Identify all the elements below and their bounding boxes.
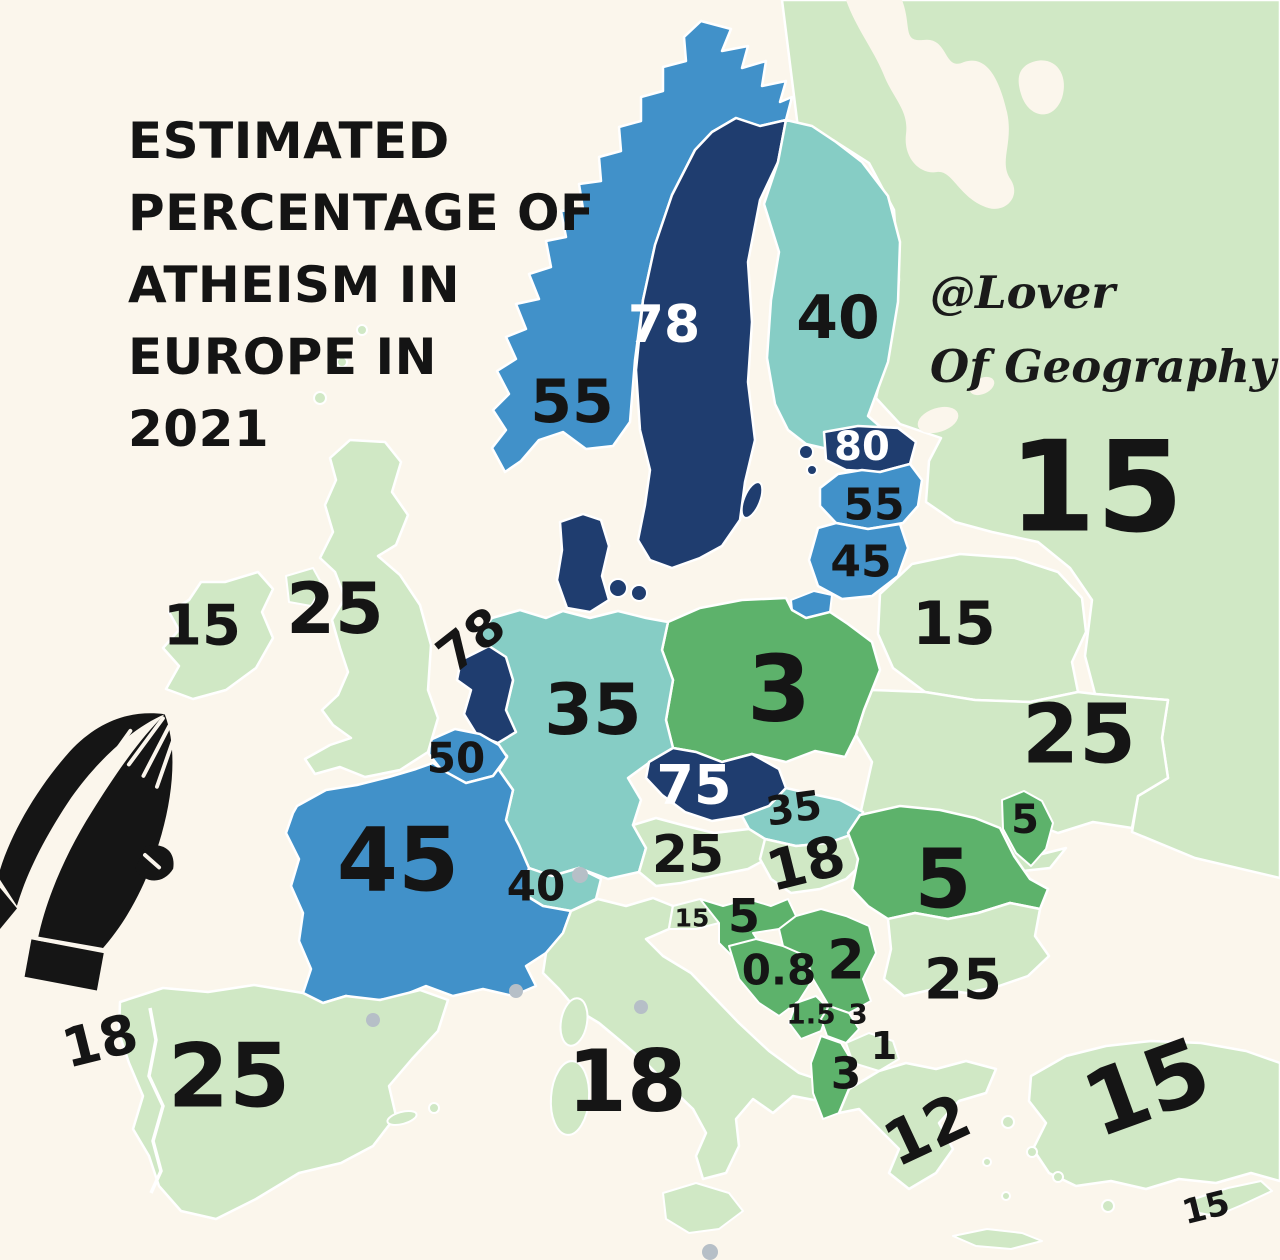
credit-line-2: Of Geography bbox=[930, 340, 1279, 393]
island-aegean-5 bbox=[1001, 1191, 1011, 1201]
region-northern-ireland bbox=[285, 567, 324, 607]
country-bosnia bbox=[728, 938, 814, 1017]
label-ireland: 15 bbox=[163, 594, 241, 659]
label-spain: 25 bbox=[168, 1025, 290, 1128]
label-italy: 18 bbox=[567, 1032, 687, 1132]
label-montenegro: 1.5 bbox=[786, 998, 836, 1031]
title-line-3: ATHEISM IN bbox=[128, 256, 460, 314]
island-aegean-2 bbox=[1026, 1146, 1038, 1158]
title-line-1: ESTIMATED bbox=[128, 112, 450, 170]
border-portugal bbox=[147, 1007, 165, 1194]
label-latvia: 55 bbox=[843, 480, 904, 531]
credit-line-1: @Lover bbox=[930, 266, 1118, 319]
island-rhodes bbox=[1101, 1199, 1115, 1213]
country-moldova bbox=[1001, 790, 1054, 867]
label-north-macedonia: 1 bbox=[871, 1024, 897, 1068]
country-montenegro bbox=[788, 995, 830, 1040]
country-italy bbox=[541, 896, 825, 1181]
island-shetland-1 bbox=[336, 356, 348, 368]
label-bosnia: 0.8 bbox=[742, 946, 816, 995]
label-switzerland: 40 bbox=[507, 862, 565, 911]
island-funen bbox=[630, 584, 648, 602]
island-shetland-2 bbox=[356, 324, 368, 336]
island-crete bbox=[952, 1228, 1043, 1250]
lake-onega bbox=[969, 376, 995, 396]
country-cyprus bbox=[1193, 1180, 1273, 1217]
label-poland: 3 bbox=[747, 636, 811, 743]
label-norway: 55 bbox=[530, 367, 614, 437]
label-romania: 5 bbox=[914, 833, 971, 928]
label-kosovo: 3 bbox=[848, 998, 867, 1031]
label-slovenia: 15 bbox=[675, 904, 710, 933]
country-shapes bbox=[117, 0, 1280, 1250]
island-mallorca bbox=[386, 1110, 418, 1126]
label-moldova: 5 bbox=[1011, 797, 1039, 843]
praying-hands-icon bbox=[0, 713, 177, 991]
label-czechia: 75 bbox=[656, 754, 731, 817]
label-austria: 25 bbox=[652, 825, 724, 885]
island-aegean-4 bbox=[982, 1157, 992, 1167]
island-gotland bbox=[740, 481, 764, 519]
island-menorca bbox=[428, 1102, 440, 1114]
island-zealand bbox=[608, 578, 628, 598]
country-austria bbox=[631, 816, 774, 888]
small-islands bbox=[313, 324, 1115, 1213]
barents-inlet bbox=[1018, 60, 1064, 115]
country-ireland bbox=[161, 570, 275, 701]
country-uk bbox=[303, 438, 440, 779]
label-belarus: 15 bbox=[912, 589, 996, 659]
island-hiiumaa bbox=[806, 464, 818, 476]
country-greece bbox=[837, 1059, 998, 1191]
label-serbia: 2 bbox=[827, 929, 865, 992]
label-belgium: 50 bbox=[427, 734, 485, 783]
label-finland: 40 bbox=[796, 283, 880, 353]
label-croatia: 5 bbox=[728, 889, 760, 943]
label-albania: 3 bbox=[831, 1049, 862, 1100]
label-germany: 35 bbox=[544, 669, 641, 751]
dot-andorra bbox=[366, 1013, 380, 1027]
label-bulgaria: 25 bbox=[924, 948, 1002, 1013]
label-ukraine: 25 bbox=[1022, 688, 1136, 783]
dot-monaco bbox=[509, 984, 523, 998]
country-denmark bbox=[555, 512, 611, 614]
label-estonia: 80 bbox=[834, 424, 890, 470]
island-aegean-1 bbox=[1001, 1115, 1015, 1129]
title-line-2: PERCENTAGE OF bbox=[128, 184, 595, 242]
island-sardinia bbox=[549, 1060, 591, 1136]
country-serbia bbox=[778, 908, 877, 1014]
lake-ladoga bbox=[917, 406, 959, 434]
label-uk: 25 bbox=[286, 568, 383, 650]
island-sicily bbox=[662, 1182, 744, 1234]
label-russia: 15 bbox=[1008, 414, 1183, 561]
island-saaremaa bbox=[798, 444, 814, 460]
dot-san-marino bbox=[634, 1000, 648, 1014]
microstate-dots bbox=[366, 867, 718, 1260]
island-corsica bbox=[559, 997, 589, 1047]
label-france: 45 bbox=[337, 809, 459, 912]
island-orkney bbox=[313, 391, 327, 405]
country-latvia bbox=[818, 462, 924, 531]
label-sweden: 78 bbox=[628, 295, 700, 355]
country-bulgaria bbox=[882, 901, 1051, 998]
title-line-5: 2021 bbox=[128, 400, 269, 458]
title-line-4: EUROPE IN bbox=[128, 328, 437, 386]
label-slovakia: 35 bbox=[763, 782, 825, 835]
label-lithuania: 45 bbox=[830, 537, 891, 588]
country-belarus bbox=[876, 552, 1088, 704]
island-aegean-3 bbox=[1052, 1171, 1064, 1183]
dot-liechtenstein bbox=[572, 867, 588, 883]
title-block: ESTIMATED PERCENTAGE OF ATHEISM IN EUROP… bbox=[128, 112, 595, 458]
country-netherlands bbox=[455, 644, 518, 745]
white-sea bbox=[846, 0, 1015, 209]
credit-block: @Lover Of Geography bbox=[930, 266, 1279, 393]
dot-malta bbox=[702, 1244, 718, 1260]
